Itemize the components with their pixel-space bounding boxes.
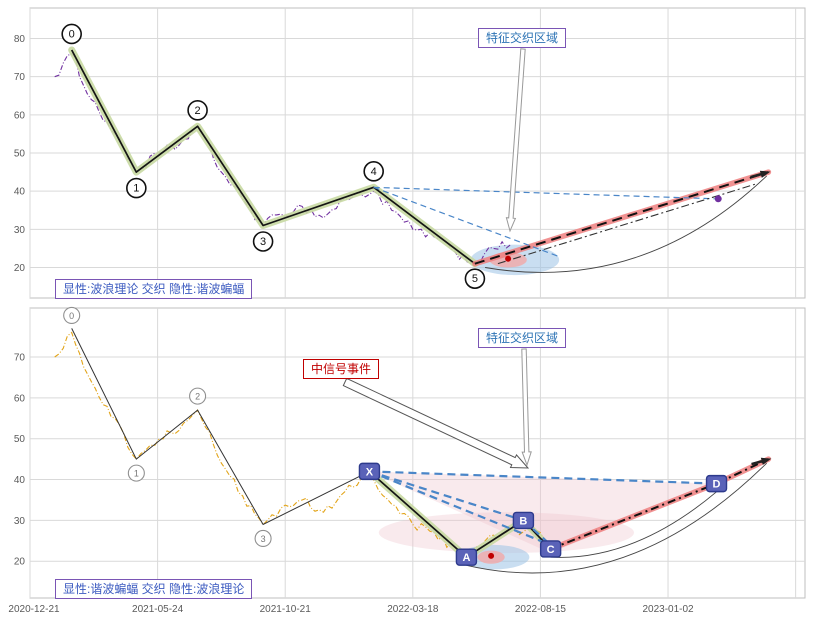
x-tick-label: 2021-10-21: [260, 604, 312, 615]
wave-number-label: 1: [133, 183, 139, 195]
wave-number-label: 4: [371, 166, 377, 178]
harmonic-point-marker: [455, 548, 478, 566]
wave-path: [70, 49, 476, 265]
y-tick-label: 20: [14, 557, 26, 568]
measure-arc: [550, 491, 717, 558]
wave-number-marker: [187, 99, 208, 121]
y-tick-label: 40: [14, 475, 26, 486]
y-tick-label: 50: [14, 434, 26, 445]
callout-arrow: [505, 48, 526, 233]
wave-path: [368, 470, 552, 559]
y-tick-label: 70: [14, 72, 26, 83]
y-tick-label: 60: [14, 393, 26, 404]
wave-number-label: 2: [195, 105, 201, 117]
harmonic-point-label: X: [366, 466, 374, 478]
y-tick-label: 50: [14, 149, 26, 160]
wave-number-marker: [189, 387, 207, 405]
harmonic-point-label: A: [462, 552, 470, 564]
harmonic-point-marker: [512, 511, 535, 530]
x-tick-label: 2022-08-15: [515, 604, 567, 615]
legend-top-label: 显性:波浪理论 交织 隐性:谐波蝙蝠: [63, 282, 245, 296]
wave-number-marker: [464, 268, 486, 289]
callout-arrow: [751, 457, 772, 466]
wave-number-marker: [63, 306, 81, 324]
context-wave-path: [71, 328, 370, 526]
wave-number-label: 1: [134, 469, 139, 479]
marker-dot: [488, 552, 495, 559]
harmonic-point-marker: [539, 540, 562, 558]
x-tick-label: 2020-12-21: [8, 604, 60, 615]
signal-event-label: 中信号事件: [311, 362, 372, 376]
panel-border: [29, 307, 806, 599]
y-tick-label: 80: [14, 34, 26, 45]
guide-line: [373, 186, 715, 200]
wave-number-marker: [127, 464, 145, 482]
legend-top-panel: 显性:波浪理论 交织 隐性:谐波蝙蝠: [55, 279, 253, 299]
wave-number-label: 3: [261, 534, 266, 544]
guide-line: [373, 186, 558, 257]
y-tick-label: 60: [14, 110, 26, 121]
y-tick-label: 70: [14, 353, 26, 364]
marker-dot: [505, 255, 512, 262]
guide-line: [369, 470, 552, 546]
x-tick-label: 2021-05-24: [132, 604, 184, 615]
y-tick-label: 40: [14, 187, 26, 198]
y-tick-label: 30: [14, 516, 26, 527]
x-tick-label: 2022-03-18: [387, 604, 439, 615]
harmonic-point-marker: [705, 474, 728, 493]
callout-arrow: [750, 170, 771, 179]
overlap-region-callout-top: 特征交织区域: [478, 28, 567, 48]
harmonic-point-label: D: [713, 479, 721, 491]
overlap-region-label-bottom: 特征交织区域: [486, 331, 559, 345]
chart-panel-top: 20 30 40 50 60 70 80 0 1 2 3 4 5: [14, 7, 806, 299]
wave-number-marker: [252, 231, 274, 252]
guide-line: [497, 183, 758, 265]
measure-arc: [466, 462, 768, 574]
harmonic-point-marker: [358, 462, 381, 481]
harmonic-point-label: B: [519, 515, 527, 527]
measure-arc: [485, 175, 768, 273]
signal-event-callout: 中信号事件: [303, 359, 380, 379]
wave-number-marker: [61, 23, 82, 45]
y-tick-label: 20: [14, 263, 26, 274]
callout-arrow: [521, 348, 532, 467]
wave-number-label: 5: [472, 273, 478, 285]
wave-number-marker: [126, 177, 147, 199]
projection-line: [550, 458, 769, 550]
wave-number-label: 0: [69, 311, 74, 321]
callout-arrow: [342, 377, 530, 469]
overlap-region-label-top: 特征交织区域: [486, 31, 559, 45]
x-tick-label: 2023-01-02: [642, 604, 694, 615]
legend-bottom-label: 显性:谐波蝙蝠 交织 隐性:波浪理论: [63, 582, 245, 596]
projection-line: [474, 171, 769, 265]
wave-number-marker: [254, 529, 272, 548]
highlight-region: [369, 471, 717, 554]
guide-line: [369, 470, 717, 485]
marker-dot: [714, 195, 722, 203]
harmonic-point-label: C: [547, 544, 555, 556]
legend-bottom-panel: 显性:谐波蝙蝠 交织 隐性:波浪理论: [55, 579, 253, 599]
wave-number-label: 0: [69, 28, 75, 40]
wave-number-marker: [363, 161, 384, 182]
wave-number-label: 3: [260, 236, 266, 248]
guide-line: [369, 470, 524, 522]
overlap-region-callout-bottom: 特征交织区域: [478, 328, 567, 348]
y-tick-label: 30: [14, 225, 26, 236]
wave-number-label: 2: [195, 392, 200, 402]
